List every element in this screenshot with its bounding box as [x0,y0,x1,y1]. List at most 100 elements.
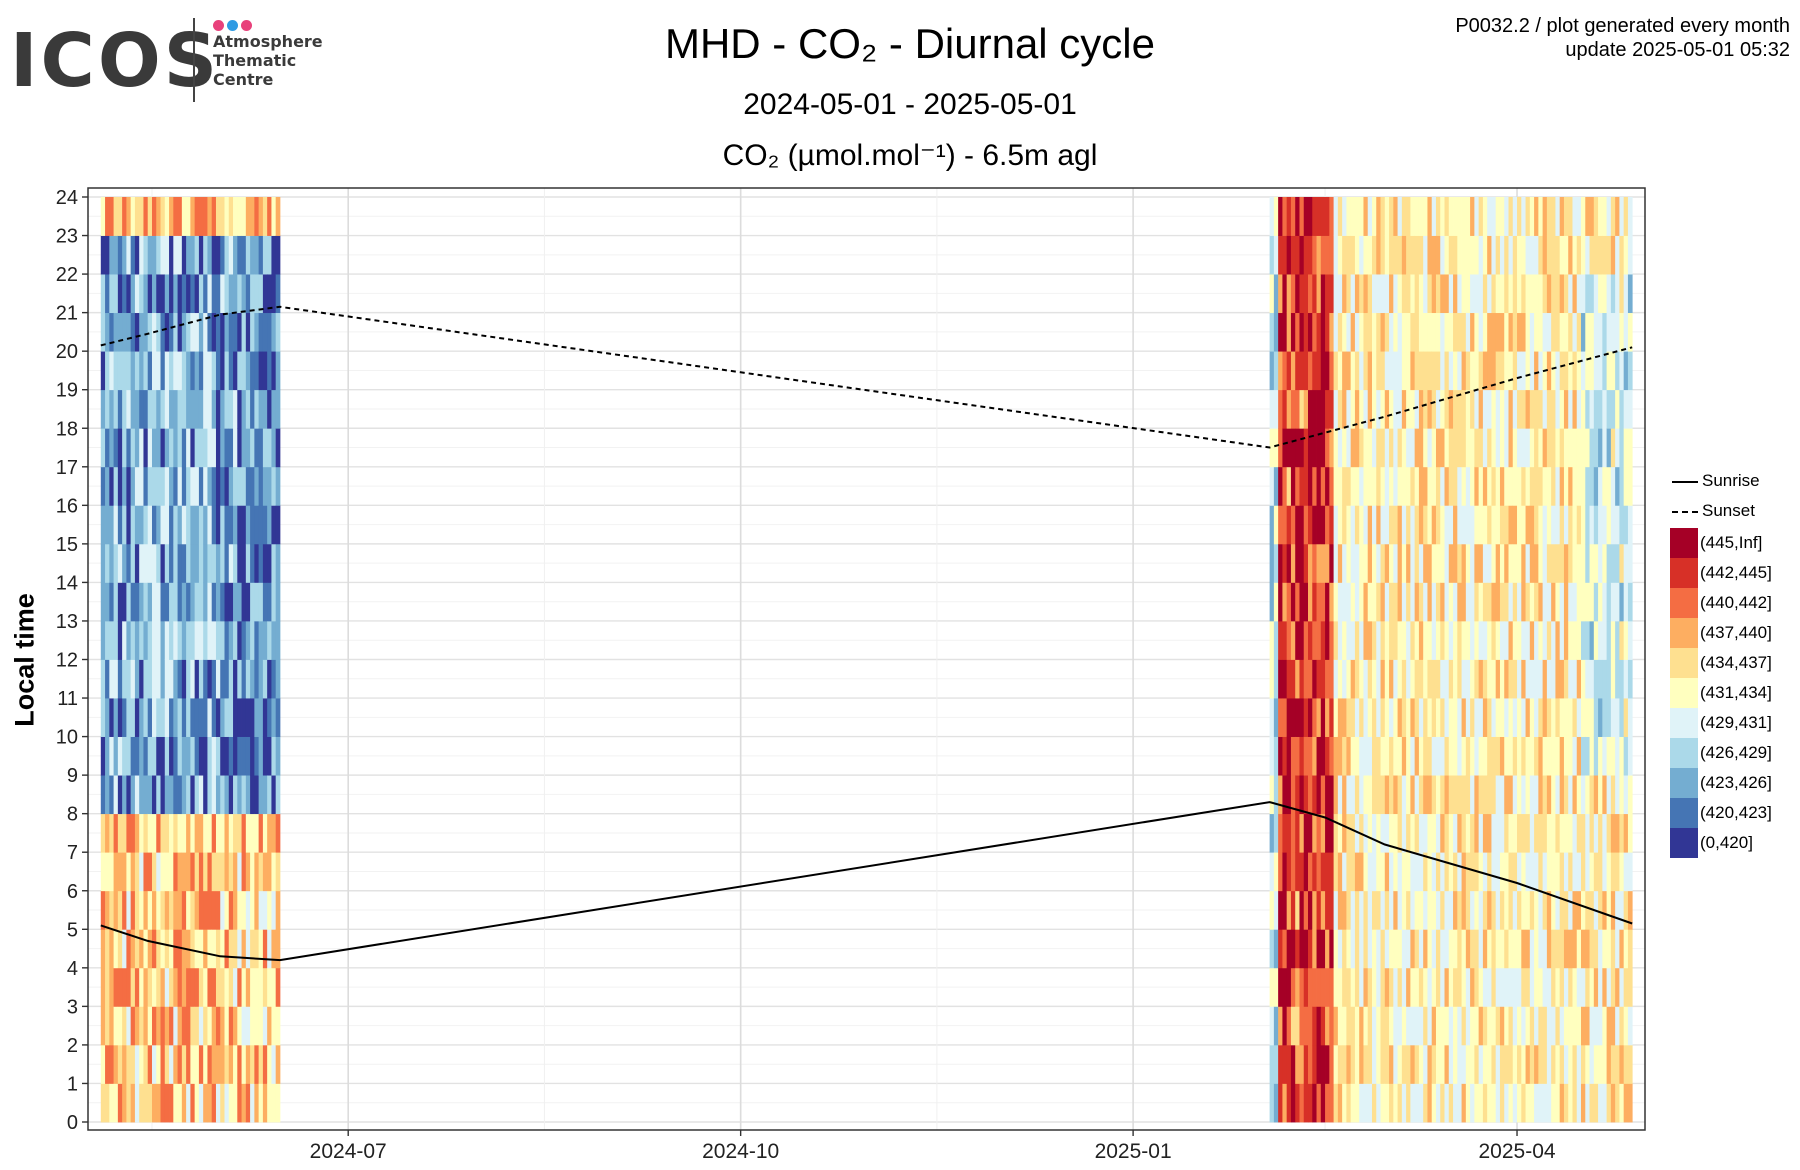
heatmap-cell [1303,929,1309,969]
heatmap-cell [1333,620,1339,660]
heatmap-cell [203,274,208,314]
heatmap-cell [1418,659,1424,699]
heatmap-cell [100,852,106,892]
heatmap-cell [1465,659,1471,699]
heatmap-cell [1572,197,1578,236]
heatmap-cell [1418,1006,1424,1046]
heatmap-cell [1286,852,1292,892]
legend-swatch [1670,588,1698,618]
heatmap-cell [233,351,238,391]
heatmap-cell [245,929,251,969]
heatmap-cell [254,312,260,352]
heatmap-cell [1269,890,1275,930]
heatmap-cell [1333,428,1339,468]
heatmap-cell [1273,505,1279,545]
heatmap-cell [198,1044,204,1084]
heatmap-cell [1589,543,1595,583]
heatmap-cell [1491,466,1497,506]
heatmap-cell [139,466,144,506]
heatmap-cell [1401,428,1407,468]
heatmap-cell [1546,428,1552,468]
heatmap-cell [1286,1006,1292,1046]
heatmap-cell [1316,274,1322,314]
heatmap-cell [275,890,281,930]
heatmap-cell [134,736,140,776]
heatmap-cell [254,274,260,314]
heatmap-cell [1342,197,1347,236]
heatmap-cell [1350,659,1356,699]
heatmap-cell [1457,736,1462,776]
heatmap-cell [1448,466,1454,506]
heatmap-cell [1363,698,1369,737]
heatmap-cell [224,505,230,545]
heatmap-cell [1559,929,1565,969]
heatmap-cell [1354,1044,1360,1084]
heatmap-cell [250,967,255,1007]
heatmap-cell [1470,351,1475,391]
heatmap-cell [164,620,170,660]
heatmap-cell [215,466,221,506]
heatmap-cell [1406,775,1411,815]
heatmap-cell [1440,466,1445,506]
heatmap-cell [1517,890,1522,930]
heatmap-cell [1299,197,1305,236]
heatmap-cell [190,505,196,545]
heatmap-cell [254,620,260,660]
heatmap-cell [211,852,217,892]
heatmap-cell [173,274,178,314]
heatmap-cell [1316,389,1322,429]
heatmap-cell [1568,235,1573,275]
heatmap-cell [126,1044,132,1084]
heatmap-cell [1627,274,1633,314]
heatmap-cell [1546,775,1552,815]
heatmap-cell [169,543,174,583]
heatmap-cell [1623,351,1629,391]
logo-line-2: Thematic [213,51,297,70]
heatmap-cell [1290,736,1296,776]
heatmap-cell [262,389,268,429]
heatmap-cell [1397,1044,1403,1084]
heatmap-cell [271,698,277,737]
heatmap-cell [1551,351,1556,391]
heatmap-cell [1542,1044,1548,1084]
heatmap-cell [1478,890,1484,930]
heatmap-cell [275,1006,281,1046]
heatmap-cell [1273,890,1279,930]
heatmap-cell [1499,1044,1505,1084]
heatmap-cell [1546,813,1552,853]
heatmap-cell [1551,197,1556,236]
heatmap-cell [1440,929,1445,969]
heatmap-cell [1367,582,1373,622]
heatmap-cell [1342,235,1347,275]
heatmap-cell [275,1044,281,1084]
heatmap-cell [1380,1083,1386,1123]
heatmap-cell [1576,890,1582,930]
heatmap-cell [1623,620,1629,660]
heatmap-cell [169,351,174,391]
heatmap-cell [1598,1044,1603,1084]
heatmap-cell [177,967,183,1007]
heatmap-cell [130,698,136,737]
heatmap-cell [1517,466,1522,506]
heatmap-cell [156,775,161,815]
heatmap-cell [1546,235,1552,275]
heatmap-cell [1371,235,1377,275]
heatmap-cell [117,428,123,468]
heatmap-cell [1542,1083,1548,1123]
heatmap-cell [1487,890,1492,930]
heatmap-cell [1410,967,1416,1007]
heatmap-cell [1572,852,1578,892]
heatmap-cell [117,235,123,275]
heatmap-cell [1555,1044,1561,1084]
heatmap-cell [1598,890,1603,930]
heatmap-cell [1290,1044,1296,1084]
heatmap-cell [254,351,260,391]
heatmap-cell [1406,813,1411,853]
heatmap-cell [130,505,136,545]
heatmap-cell [1290,929,1296,969]
heatmap-cell [173,813,178,853]
heatmap-cell [1491,659,1497,699]
heatmap-cell [275,659,281,699]
heatmap-cell [126,698,132,737]
heatmap-cell [250,1006,255,1046]
